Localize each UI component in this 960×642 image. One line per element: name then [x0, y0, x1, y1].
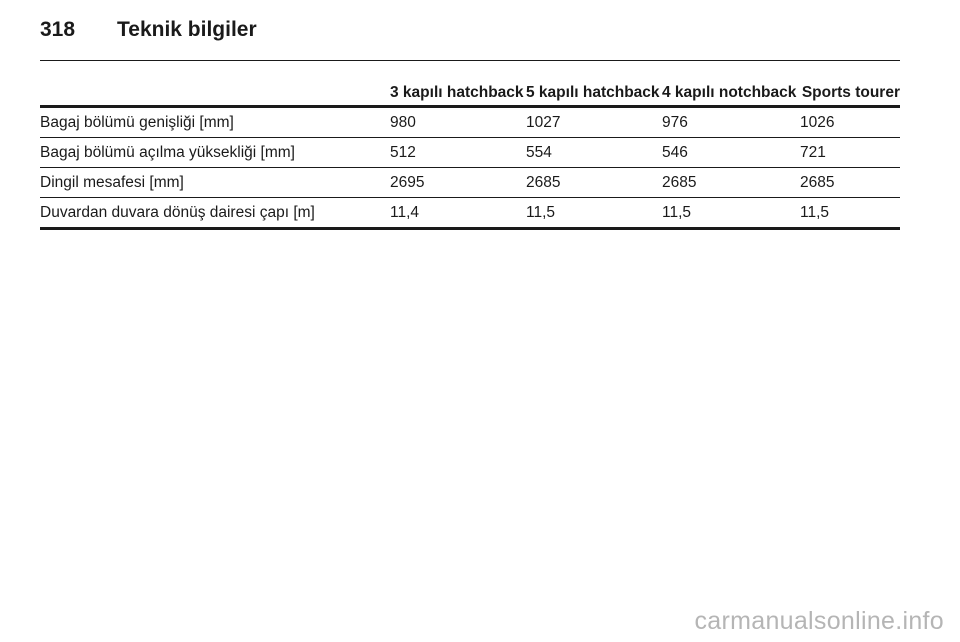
table-row: Duvardan duvara dönüş dairesi çapı [m] 1…: [40, 197, 900, 230]
table-cell: 2685: [800, 167, 900, 198]
table-row: Bagaj bölümü genişliği [mm] 980 1027 976…: [40, 106, 900, 138]
table-cell: 2695: [390, 167, 526, 198]
table-cell: 546: [662, 137, 800, 168]
row-label: Dingil mesafesi [mm]: [40, 167, 390, 198]
row-label: Bagaj bölümü genişliği [mm]: [40, 106, 390, 138]
watermark: carmanualsonline.info: [694, 607, 944, 635]
table-cell: 11,5: [800, 197, 900, 230]
table-cell: 11,5: [662, 197, 800, 230]
column-header-4-door-notchback: 4 kapılı notchback: [662, 76, 800, 108]
table-cell: 11,4: [390, 197, 526, 230]
header-divider: [40, 60, 900, 61]
table-cell: 2685: [526, 167, 662, 198]
column-header-sports-tourer: Sports tourer: [800, 76, 900, 108]
table-row: Dingil mesafesi [mm] 2695 2685 2685 2685: [40, 167, 900, 198]
table-cell: 980: [390, 106, 526, 138]
table-header-row: 3 kapılı hatchback 5 kapılı hatchback 4 …: [40, 76, 900, 108]
row-label: Bagaj bölümü açılma yüksekliği [mm]: [40, 137, 390, 168]
specifications-table: 3 kapılı hatchback 5 kapılı hatchback 4 …: [40, 76, 900, 230]
column-header-label: [40, 76, 390, 108]
table-cell: 512: [390, 137, 526, 168]
page-number: 318: [40, 18, 76, 41]
table-cell: 554: [526, 137, 662, 168]
column-header-3-door-hatchback: 3 kapılı hatchback: [390, 76, 526, 108]
table-row: Bagaj bölümü açılma yüksekliği [mm] 512 …: [40, 137, 900, 168]
table-cell: 11,5: [526, 197, 662, 230]
table-cell: 1027: [526, 106, 662, 138]
chapter-title: Teknik bilgiler: [117, 18, 257, 41]
table-cell: 2685: [662, 167, 800, 198]
column-header-5-door-hatchback: 5 kapılı hatchback: [526, 76, 662, 108]
table-cell: 976: [662, 106, 800, 138]
table-cell: 721: [800, 137, 900, 168]
row-label: Duvardan duvara dönüş dairesi çapı [m]: [40, 197, 390, 230]
table-cell: 1026: [800, 106, 900, 138]
